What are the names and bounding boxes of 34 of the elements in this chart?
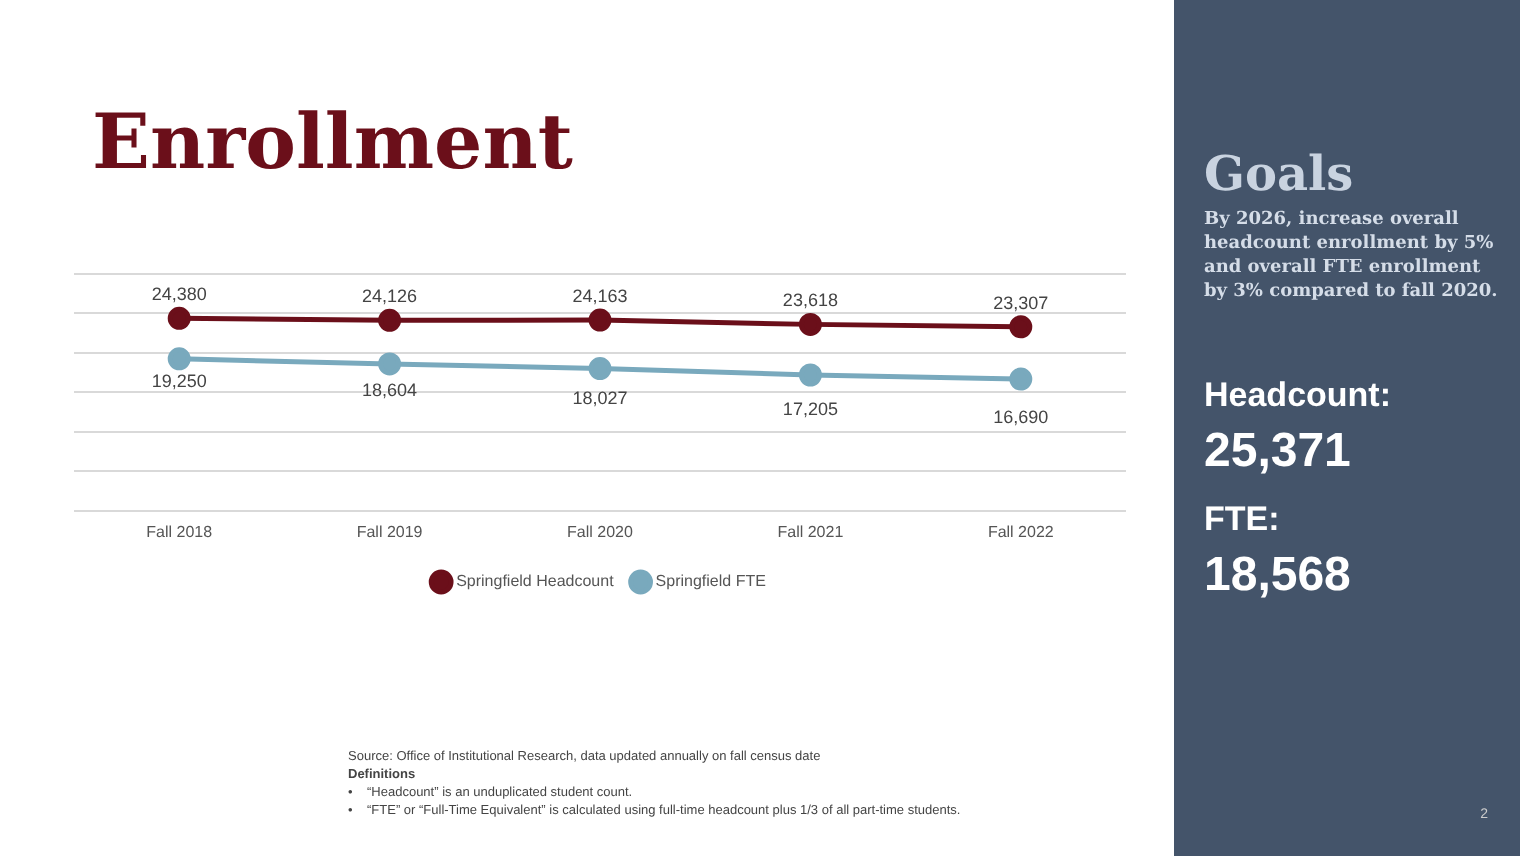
point — [378, 308, 402, 332]
text: 18,568 — [1204, 548, 1351, 604]
data-label: 23,618 — [782, 290, 838, 311]
x-tick-label: Fall 2021 — [777, 522, 845, 541]
data-label: 16,690 — [993, 407, 1049, 428]
point — [1009, 315, 1033, 339]
text: 25,371 — [1204, 424, 1351, 480]
data-label: 24,380 — [151, 284, 207, 305]
data-label: 17,205 — [782, 398, 838, 419]
data-label: 18,027 — [572, 388, 628, 409]
text: FTE: — [1204, 500, 1280, 540]
data-label: 19,250 — [151, 370, 207, 391]
point — [798, 312, 822, 336]
point — [588, 308, 612, 332]
x-tick-label: Fall 2018 — [146, 522, 214, 541]
point — [378, 352, 402, 376]
text: By 2026, increase overall headcount enrollment by 5% and overall FTE enrollment by 3% compared to fall 2020. — [1204, 208, 1500, 304]
legend-label: Springfield Headcount — [456, 572, 616, 591]
point — [798, 363, 822, 387]
x-tick-label: Fall 2022 — [987, 522, 1055, 541]
x-tick-label: Fall 2020 — [567, 522, 634, 541]
text: Goals — [1204, 144, 1354, 202]
chart-title: Enrollment — [92, 96, 573, 186]
text: Headcount: — [1204, 376, 1391, 416]
data-label: 18,604 — [362, 379, 418, 400]
legend-label: Springfield FTE — [655, 572, 766, 591]
data-label: 24,163 — [572, 286, 628, 307]
data-label: 24,126 — [362, 286, 418, 307]
point — [1009, 367, 1033, 391]
data-label: 23,307 — [993, 292, 1049, 313]
point — [167, 306, 191, 330]
point — [167, 347, 191, 371]
x-tick-label: Fall 2019 — [356, 522, 424, 541]
point — [588, 357, 612, 381]
